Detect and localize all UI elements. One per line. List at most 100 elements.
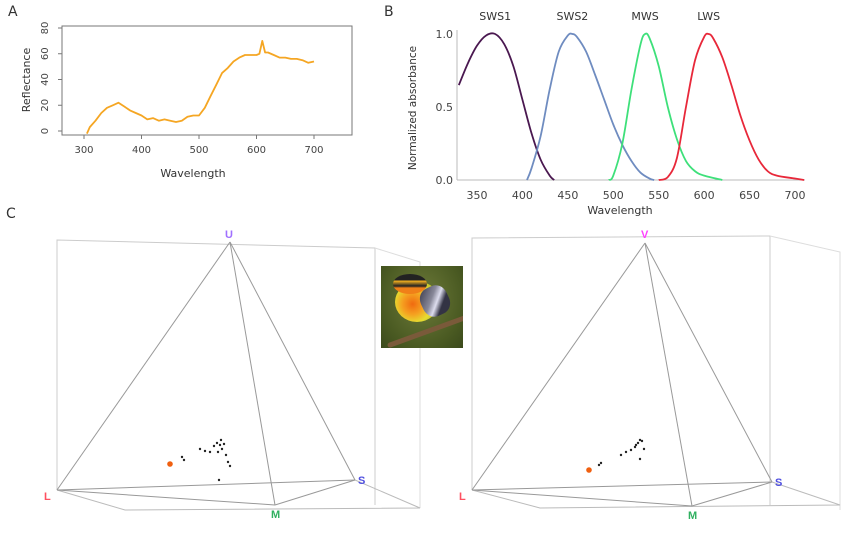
absorbance-line-mws [608,32,723,181]
edge [274,479,356,506]
x-tick-label: 650 [739,189,760,202]
bounding-box-base [471,481,841,509]
x-tick-label: 700 [785,189,806,202]
panel-label-b: B [384,4,394,20]
bounding-box [471,235,771,505]
series-label-sws2: SWS2 [556,10,588,23]
vertex-label-l: L [459,491,466,503]
y-tick-label: 0 [40,128,51,134]
color-points-left [167,438,232,482]
x-tick-label: 500 [189,145,208,156]
color-point [212,444,216,448]
color-point [634,443,638,447]
color-point [228,464,232,468]
x-tick-label: 500 [603,189,624,202]
color-point [224,453,228,457]
x-axis-label: Wavelength [587,204,652,217]
color-point [203,449,207,453]
vertex-label-u: U [225,229,233,241]
edge [644,242,773,483]
series-label-mws: MWS [631,10,658,23]
color-point [220,447,224,451]
x-tick-label: 600 [694,189,715,202]
panel-label-c: C [6,206,16,222]
color-point [597,463,601,467]
color-point [599,461,603,465]
tetrahedron-right [471,235,841,510]
bounding-box-back [769,235,841,510]
edge [229,241,276,506]
absorbance-chart: Normalized absorbance Wavelength 350 400 4… [407,10,806,217]
edge [56,479,356,491]
plot-frame [61,25,353,136]
y-tick-label: 0.0 [436,174,454,187]
bounding-box-back [374,247,421,508]
color-point [216,450,220,454]
vertex-label-s: S [775,477,782,489]
color-points-right [586,438,646,473]
color-point [640,439,644,443]
y-tick-label: 40 [40,73,51,86]
x-tick-label: 300 [74,145,93,156]
y-axis-label: Reflectance [20,48,33,113]
color-point [218,443,222,447]
vertex-label-l: L [44,491,51,503]
x-tick-label: 350 [467,189,488,202]
y-tick-label: 0.5 [436,101,454,114]
color-point [633,445,637,449]
series-label-lws: LWS [697,10,720,23]
highlight-point [586,467,592,473]
y-tick-label: 20 [40,99,51,112]
color-point [629,448,633,452]
edge [471,242,646,491]
x-tick-label: 400 [512,189,533,202]
color-point [222,442,226,446]
absorbance-line-sws1 [457,32,555,181]
x-tick-label: 400 [132,145,151,156]
x-tick-label: 600 [247,145,266,156]
x-tick-label: 450 [557,189,578,202]
color-point [180,455,184,459]
color-point [226,460,230,464]
color-point [182,458,186,462]
x-tick-label: 550 [648,189,669,202]
series-label-sws1: SWS1 [479,10,511,23]
y-tick-label: 1.0 [436,28,454,41]
y-axis-label: Normalized absorbance [407,46,419,170]
edge [471,489,693,507]
edge [56,241,231,491]
reflectance-chart: Reflectance Wavelength 300 400 500 600 700 0 2… [20,22,353,180]
y-tick-label: 80 [40,22,51,35]
x-tick-label: 700 [304,145,323,156]
color-point [619,453,623,457]
color-point [198,447,202,451]
bounding-box [56,239,376,505]
x-axis-label: Wavelength [160,167,225,180]
edge [56,489,276,506]
color-point [624,450,628,454]
color-point [219,438,223,442]
bounding-box-base [56,479,421,511]
vertex-label-v: V [641,229,649,241]
highlight-point [167,461,173,467]
reflectance-line [86,40,315,134]
bird-photo [381,266,463,348]
color-point [636,441,640,445]
color-point [217,478,221,482]
color-point [642,447,646,451]
y-tick-label: 60 [40,47,51,60]
color-point [638,438,642,442]
tetrahedron-left [56,239,421,511]
vertex-label-m: M [688,510,697,522]
absorbance-line-lws [658,32,805,181]
absorbance-line-sws2 [526,32,655,181]
edge [691,481,773,507]
vertex-label-m: M [271,509,280,521]
color-point [215,441,219,445]
vertex-label-s: S [358,475,365,487]
edge [229,241,356,481]
panel-label-a: A [8,4,18,20]
edge [471,481,773,491]
edge [644,242,693,507]
